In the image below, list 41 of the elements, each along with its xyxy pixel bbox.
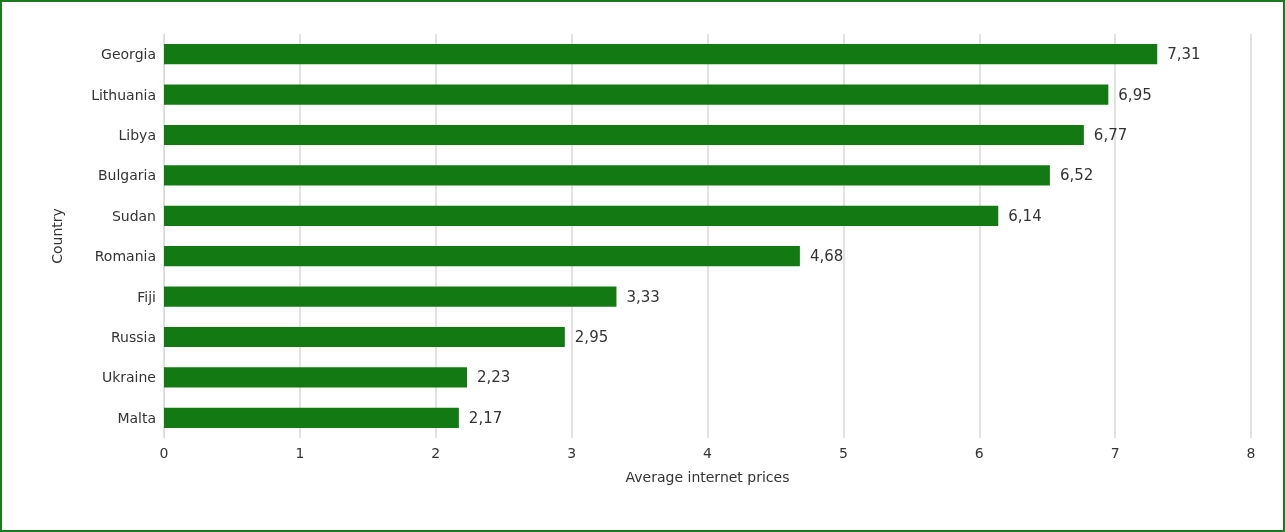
x-tick-label: 0 <box>159 445 169 461</box>
y-tick-label: Libya <box>118 127 156 143</box>
bar <box>164 367 467 388</box>
y-tick-label: Romania <box>94 248 156 265</box>
data-label: 2,95 <box>574 328 609 346</box>
bar <box>164 286 617 307</box>
bar <box>164 326 565 348</box>
bar <box>164 44 1158 65</box>
y-tick-label: Georgia <box>101 46 156 63</box>
x-tick-label: 4 <box>703 445 713 461</box>
data-label: 2,17 <box>468 408 503 427</box>
y-tick-label: Russia <box>110 329 156 345</box>
y-tick-label: Bulgaria <box>97 167 156 184</box>
y-tick-label: Sudan <box>111 207 156 224</box>
x-tick-label: 8 <box>1246 445 1256 461</box>
bar <box>164 124 1084 146</box>
x-tick-label: 2 <box>431 445 441 461</box>
x-tick-label: 3 <box>567 445 577 461</box>
x-axis-title: Average internet prices <box>625 469 790 485</box>
y-tick-label: Ukraine <box>101 369 156 386</box>
bar <box>164 205 999 226</box>
bar <box>164 246 800 267</box>
data-label: 7,31 <box>1167 45 1201 64</box>
data-label: 4,68 <box>809 247 844 266</box>
x-tick-label: 1 <box>295 445 305 461</box>
bar <box>164 84 1109 105</box>
data-label: 2,23 <box>477 368 511 387</box>
data-label: 3,33 <box>626 287 660 306</box>
bar <box>164 165 1050 186</box>
x-tick-label: 7 <box>1110 445 1120 461</box>
data-label: 6,14 <box>1008 206 1042 225</box>
y-axis-title: Country <box>49 208 65 264</box>
x-tick-label: 5 <box>838 445 848 461</box>
data-label: 6,95 <box>1118 85 1152 104</box>
x-tick-label: 6 <box>974 445 984 461</box>
y-tick-label: Malta <box>117 409 156 426</box>
data-label: 6,52 <box>1059 166 1094 185</box>
y-tick-label: Lithuania <box>91 86 156 103</box>
data-label: 6,77 <box>1093 126 1128 144</box>
bar <box>164 407 459 428</box>
y-tick-label: Fiji <box>137 288 156 305</box>
